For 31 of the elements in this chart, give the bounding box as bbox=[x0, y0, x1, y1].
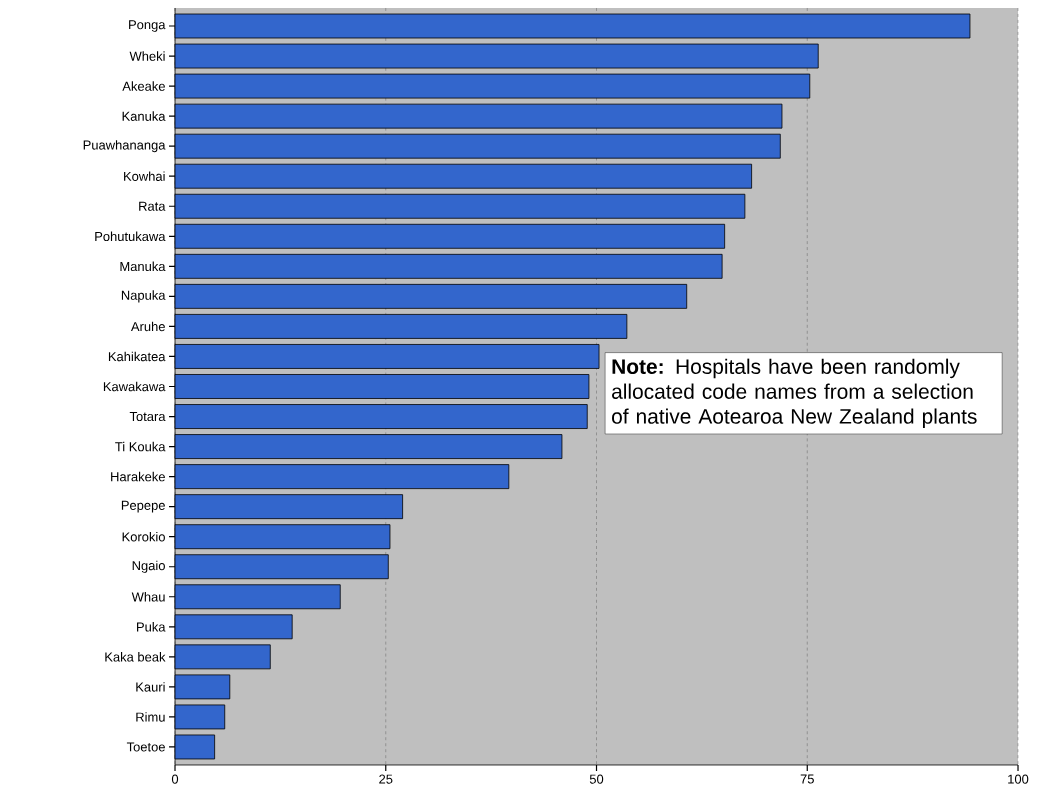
x-tick-label: 0 bbox=[171, 774, 179, 784]
y-tick-label: Ngaio bbox=[132, 560, 165, 573]
y-tick-label: Napuka bbox=[121, 290, 166, 303]
y-tick-label: Kaka beak bbox=[105, 652, 166, 662]
y-tick-label: Puawhananga bbox=[83, 140, 166, 153]
y-tick-label: Kawakawa bbox=[103, 381, 166, 392]
y-tick-label: Rata bbox=[139, 201, 166, 211]
y-tick-label: Totara bbox=[129, 412, 166, 422]
y-tick-label: Manuka bbox=[120, 261, 166, 272]
y-tick-label: Puka bbox=[137, 622, 166, 632]
y-tick-label: Korokio bbox=[122, 531, 165, 542]
y-tick-label: Wheki bbox=[129, 51, 165, 61]
y-tick-label: Pepepe bbox=[121, 500, 165, 513]
x-tick-label: 75 bbox=[800, 774, 814, 784]
y-tick-label: Aruhe bbox=[130, 321, 165, 332]
x-tick-label: 25 bbox=[379, 774, 393, 784]
x-tick-label: 100 bbox=[1008, 774, 1029, 784]
y-tick-label: Kowhai bbox=[124, 171, 165, 181]
y-tick-label: Rimu bbox=[136, 712, 165, 722]
y-tick-label: Harakeke bbox=[111, 471, 165, 482]
y-tick-label: Akeake bbox=[122, 81, 165, 91]
y-tick-label: Kahikatea bbox=[108, 351, 166, 362]
y-tick-label: Kauri bbox=[136, 682, 165, 692]
x-tick-label: 50 bbox=[589, 774, 604, 784]
y-tick-label: Ti Kouka bbox=[115, 441, 166, 452]
y-tick-label: Whau bbox=[131, 592, 165, 602]
annotation: Note: Hospitals have been randomly allocated code names from a selection of native Aotearoa New Zealand plants bbox=[612, 358, 977, 428]
y-tick-label: Pohutukawa bbox=[95, 231, 166, 242]
y-tick-label: Toetoe bbox=[126, 742, 165, 752]
y-tick-label: Kanuka bbox=[122, 111, 166, 121]
y-tick-label: Ponga bbox=[129, 20, 166, 32]
